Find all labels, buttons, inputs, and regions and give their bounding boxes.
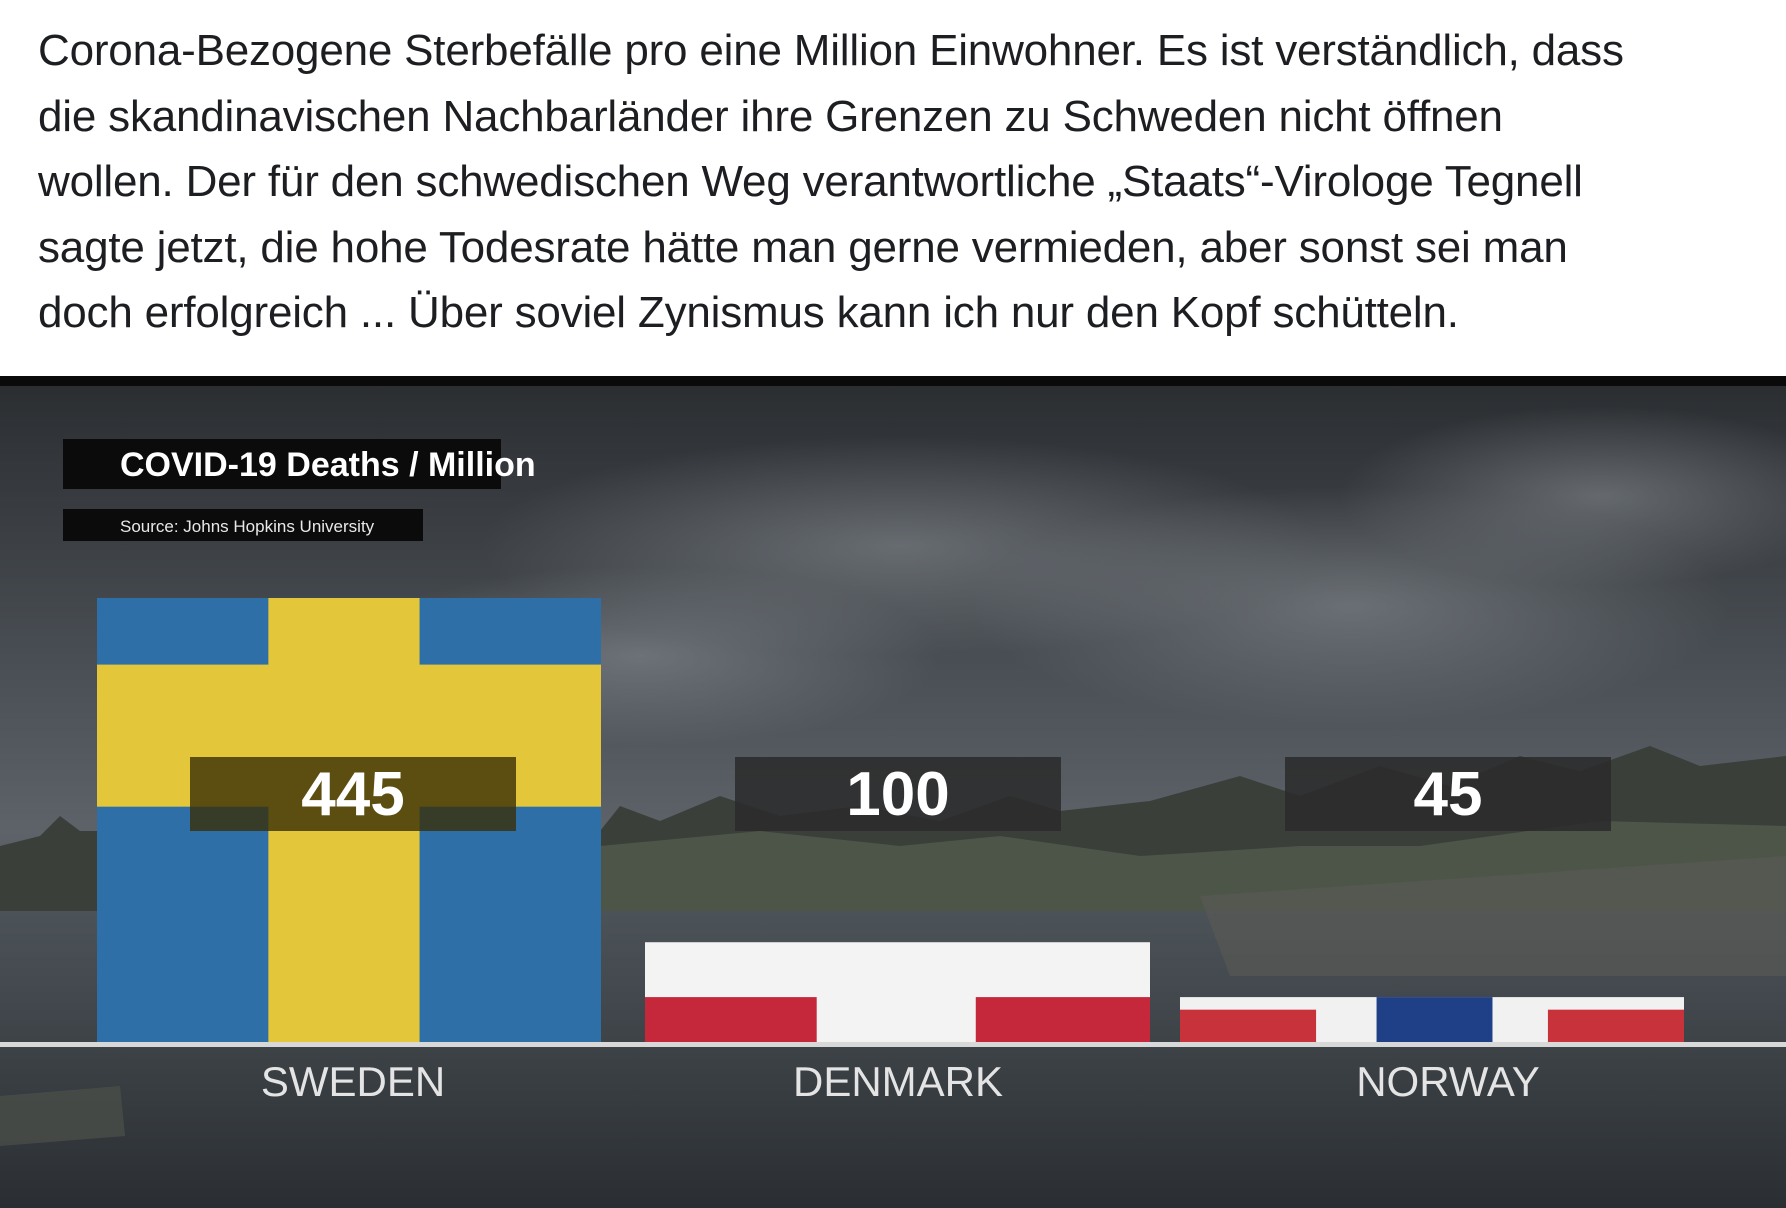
bar-denmark [645,942,1150,1042]
post-line: wollen. Der für den schwedischen Weg ver… [38,157,1583,206]
bars-group: 445 SWEDEN 100 DENMARK 45 NORWAY [97,598,1684,1105]
bar-norway [1180,997,1684,1042]
chart-title-box [63,439,501,489]
post-line: sagte jetzt, die hohe Todesrate hätte ma… [38,222,1568,272]
value-label-box [1285,757,1611,831]
chart-subtitle-box [63,509,423,541]
flag-red-right [1547,1009,1684,1042]
post-line: Corona-Bezogene Sterbefälle pro eine Mil… [38,26,1624,75]
flag-red-right [975,997,1150,1042]
flag-red-left [645,997,817,1042]
post-line: doch erfolgreich ... Über soviel Zynismu… [38,288,1459,337]
chart-image: COVID-19 Deaths / Million Source: Johns … [0,376,1786,1208]
chart-title: COVID-19 Deaths / Million [120,446,536,484]
post-line: die skandinavischen Nachbarländer ihre G… [38,91,1503,141]
category-label: DENMARK [793,1058,1003,1105]
value-label: 445 [301,760,404,829]
flag-red-left [1180,1009,1317,1042]
chart-subtitle: Source: Johns Hopkins University [120,517,375,536]
chart-baseline [0,1042,1786,1047]
value-label: 100 [846,760,949,829]
value-label-box [735,757,1061,831]
category-label: NORWAY [1356,1058,1540,1105]
bar-chart: COVID-19 Deaths / Million Source: Johns … [0,376,1786,1208]
flag-blue-cross [1376,997,1493,1042]
post-text: Corona-Bezogene Sterbefälle pro eine Mil… [38,18,1758,346]
value-label: 45 [1414,760,1483,829]
value-label-box [190,757,516,831]
category-label: SWEDEN [261,1058,445,1105]
